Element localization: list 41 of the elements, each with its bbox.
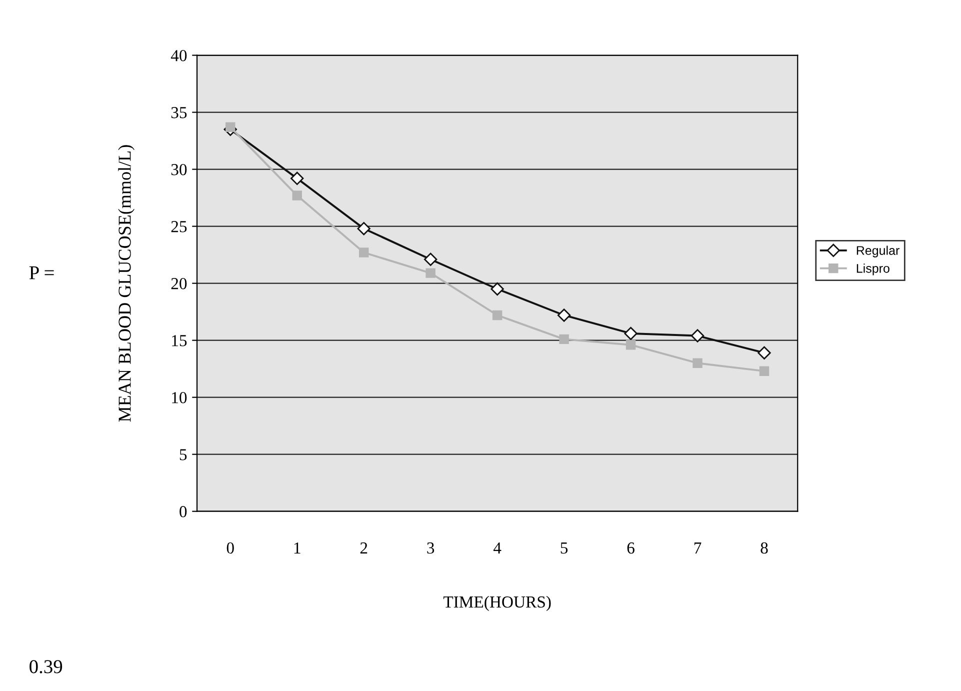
y-tick-label: 0 bbox=[180, 506, 187, 518]
point bbox=[692, 358, 702, 368]
point bbox=[292, 190, 302, 200]
point bbox=[426, 268, 436, 278]
point bbox=[290, 172, 304, 186]
point bbox=[559, 334, 569, 344]
x-tick-label: 6 bbox=[627, 542, 634, 554]
x-tick-label: 8 bbox=[760, 542, 768, 554]
point bbox=[626, 340, 636, 350]
x-axis-title: TIME(HOURS) bbox=[443, 596, 551, 612]
x-tick-label: 0 bbox=[226, 542, 234, 554]
text: P = bbox=[29, 266, 54, 280]
point bbox=[492, 310, 502, 320]
point bbox=[424, 252, 438, 266]
point bbox=[759, 366, 770, 376]
point bbox=[758, 346, 771, 360]
y-tick-label: 30 bbox=[171, 164, 187, 176]
legend-label: Regular bbox=[856, 246, 900, 258]
y-tick-label: 35 bbox=[171, 107, 187, 118]
point bbox=[358, 248, 369, 258]
point bbox=[557, 308, 571, 322]
x-tick-label: 4 bbox=[493, 542, 502, 554]
y-tick-label: 20 bbox=[171, 278, 187, 290]
point bbox=[226, 122, 236, 132]
y-tick-label: 15 bbox=[172, 335, 187, 346]
y-axis-title: MEAN BLOOD GLUCOSE(mmol/L) bbox=[118, 145, 135, 422]
y-tick-label: 10 bbox=[172, 392, 187, 404]
x-tick-label: 3 bbox=[427, 542, 434, 554]
point bbox=[624, 326, 638, 340]
point bbox=[690, 329, 704, 342]
point bbox=[357, 222, 370, 236]
y-tick-label: 5 bbox=[180, 449, 187, 460]
x-tick-label: 2 bbox=[360, 542, 368, 554]
y-tick-label: 25 bbox=[171, 221, 187, 232]
point bbox=[490, 282, 504, 296]
y-tick-label: 40 bbox=[170, 50, 187, 62]
text: 0.39 bbox=[30, 660, 62, 674]
legend-label: Lispro bbox=[856, 264, 890, 276]
x-tick-label: 5 bbox=[560, 542, 568, 554]
x-tick-label: 7 bbox=[694, 542, 702, 554]
x-tick-label: 1 bbox=[294, 542, 300, 554]
